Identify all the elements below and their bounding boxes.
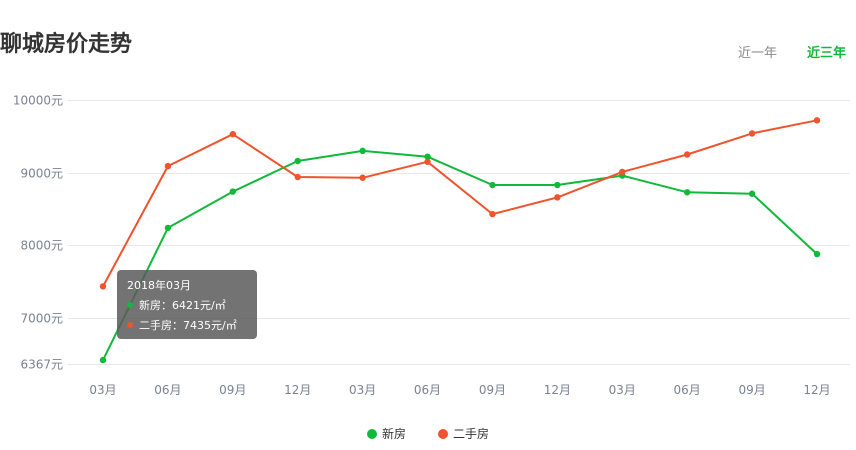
data-point-second-hand[interactable] [99,283,107,290]
x-tick-label: 12月 [803,383,830,397]
x-tick-label: 12月 [544,383,571,397]
data-point-second-hand[interactable] [229,130,237,138]
legend-second-hand-dot-icon [438,428,448,439]
legend-new-house-dot-icon [366,428,377,439]
chart-tooltip: 2018年03月 新房：6421元/㎡ 二手房：7435元/㎡ [117,270,257,339]
data-point-second-hand[interactable] [294,173,301,181]
x-tick-label: 03月 [609,383,636,397]
data-point-new-house[interactable] [359,147,366,155]
x-tick-label: 09月 [738,383,765,397]
series-lines [99,117,821,364]
second-hand-dot-icon [127,322,133,328]
data-point-second-hand[interactable] [489,210,496,218]
x-tick-label: 09月 [479,383,506,397]
data-point-new-house[interactable] [164,224,172,232]
data-point-second-hand[interactable] [554,194,561,201]
x-tick-label: 06月 [414,383,441,397]
data-point-new-house[interactable] [99,356,107,364]
x-tick-label: 06月 [154,383,181,397]
chart-legend: 新房 二手房 [0,425,856,442]
y-tick-label: 8000元 [20,239,63,253]
data-point-new-house[interactable] [229,188,237,195]
y-axis-labels: 6367元 7000元 8000元 9000元 10000元 [13,94,63,372]
data-point-new-house[interactable] [489,181,496,189]
x-tick-label: 03月 [349,383,376,397]
tooltip-row-new-house: 新房：6421元/㎡ [127,297,257,317]
range-tabs: 近一年 近三年 [738,42,846,61]
grid-lines [68,100,850,365]
x-tick-label: 06月 [674,383,701,397]
y-tick-label: 7000元 [20,312,63,326]
x-tick-label: 03月 [89,383,116,397]
data-point-new-house[interactable] [424,153,431,160]
data-point-second-hand[interactable] [359,174,366,181]
data-point-second-hand[interactable] [813,117,821,124]
x-tick-label: 09月 [219,383,246,397]
data-point-new-house[interactable] [683,189,691,196]
data-point-new-house[interactable] [294,157,301,165]
legend-item-new-house[interactable]: 新房 [366,425,406,442]
tab-one-year[interactable]: 近一年 [737,46,777,61]
tab-three-years[interactable]: 近三年 [806,46,846,61]
y-tick-label: 9000元 [20,167,63,181]
new-house-dot-icon [127,302,133,308]
data-point-new-house[interactable] [748,190,756,197]
tooltip-new-house-value: 新房：6421元/㎡ [139,299,226,312]
data-point-new-house[interactable] [813,250,821,258]
data-point-new-house[interactable] [554,181,561,189]
series-line-new-house [102,149,818,361]
page-title: 聊城房价走势 [0,32,133,57]
data-point-second-hand[interactable] [424,158,431,165]
tooltip-date: 2018年03月 [127,279,191,292]
legend-item-second-hand[interactable]: 二手房 [438,425,489,442]
data-point-second-hand[interactable] [748,130,756,137]
legend-new-house-label: 新房 [381,427,406,441]
legend-second-hand-label: 二手房 [453,427,490,441]
tooltip-second-hand-value: 二手房：7435元/㎡ [139,319,237,332]
x-axis-labels: 03月 06月 09月 12月 03月 06月 09月 12月 03月 06月 09月 12月 [89,383,830,397]
y-tick-label: 6367元 [20,358,63,372]
y-tick-label: 10000元 [13,94,63,108]
series-line-second-hand [102,119,818,287]
tooltip-row-second-hand: 二手房：7435元/㎡ [127,317,257,337]
data-point-second-hand[interactable] [619,168,626,176]
data-point-second-hand[interactable] [683,151,691,158]
data-point-second-hand[interactable] [164,162,172,170]
x-tick-label: 12月 [284,383,311,397]
